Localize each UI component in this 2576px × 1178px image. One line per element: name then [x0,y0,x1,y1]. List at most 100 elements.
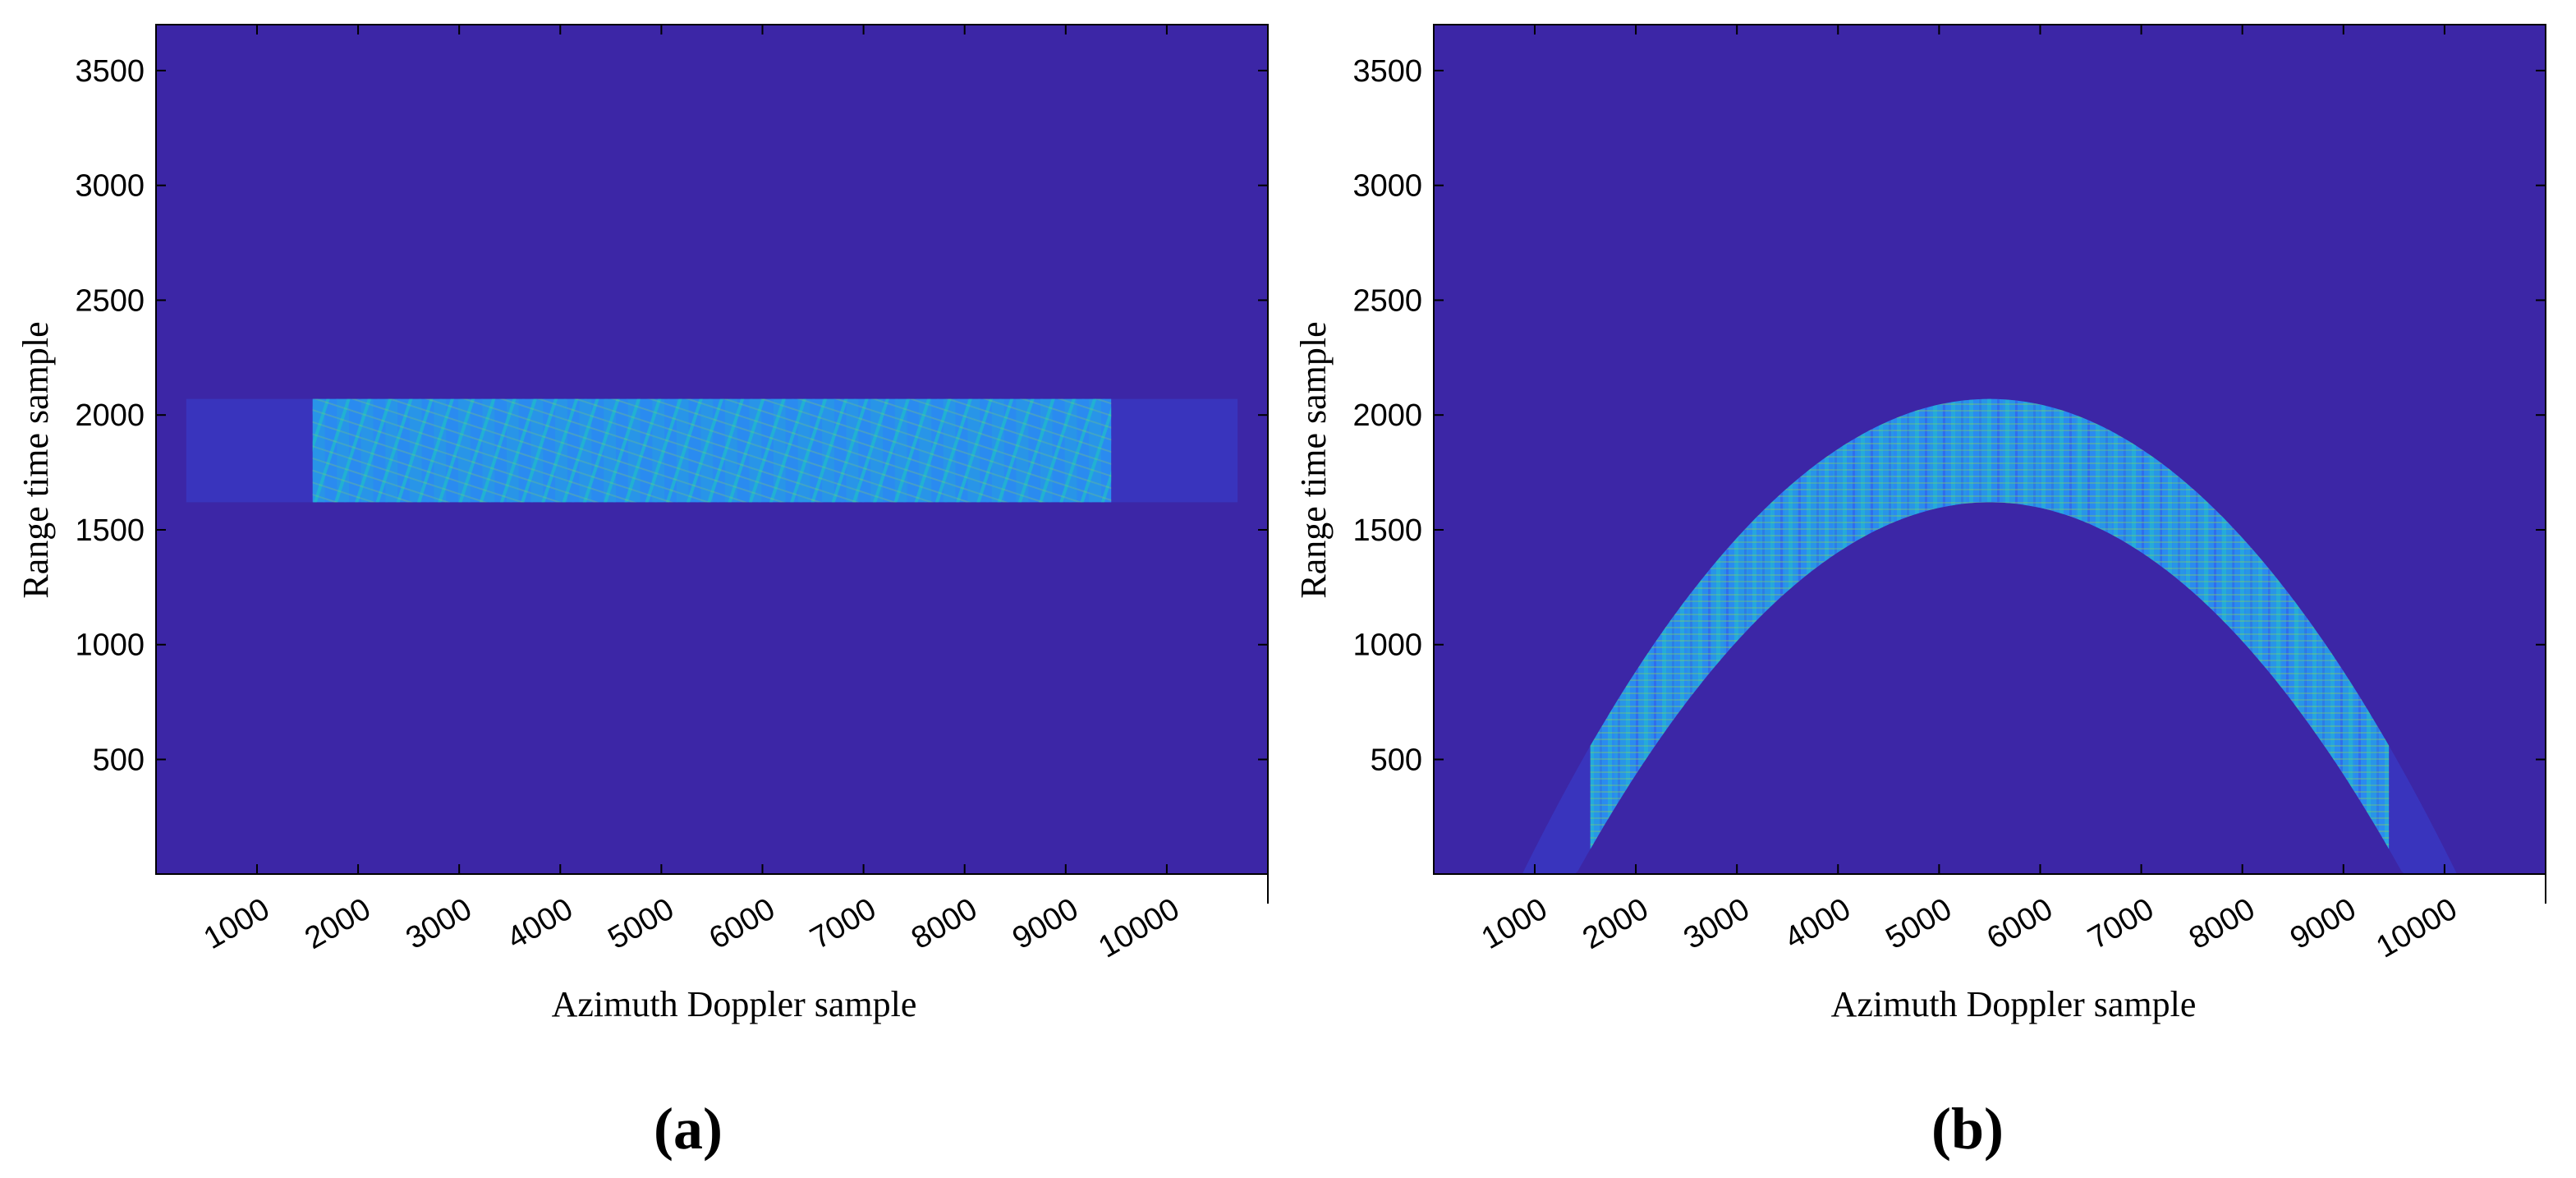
band-column-b [2245,541,2258,659]
y-tick-label: 1000 [1352,628,1422,663]
band-column-b [2027,402,2040,508]
x-axis-label-a: Azimuth Doppler sample [552,984,917,1024]
x-tick-label: 7000 [805,891,882,956]
x-tick-label: 8000 [2183,891,2261,956]
x-tick-label: 2000 [299,891,376,956]
band-fade-left-a [186,398,313,503]
band-column-b [1711,552,1724,671]
band-column-b [2124,438,2137,550]
band-column-a [967,398,980,503]
band-column-a [991,398,1004,503]
band-column-a [434,398,447,503]
band-fade-right-a [1111,398,1238,503]
band-column-a [724,398,737,503]
x-tick-label: 1000 [1476,891,1553,956]
x-tick-label: 10000 [2371,891,2464,964]
band-column-a [337,398,349,503]
y-tick-label: 3000 [75,169,145,204]
band-column-b [1590,725,1603,849]
band-column-b [2367,708,2379,832]
band-column-a [312,398,325,503]
band-column-b [2100,425,2112,535]
band-column-a [676,398,689,503]
band-column-a [555,398,567,503]
x-tick-label: 3000 [1678,891,1755,956]
band-column-a [409,398,422,503]
band-column-b [2172,472,2185,586]
x-tick-label: 7000 [2082,891,2160,956]
band-column-a [507,398,519,503]
y-tick-label: 3500 [75,54,145,89]
axes-frame-b [1433,24,2546,904]
band-column-b [1663,614,1676,734]
band-column-b [1687,582,1700,702]
band-texture-a [312,398,1112,503]
band-fade-left-b [1463,745,1591,874]
band-column-b [1808,461,1821,574]
x-tick-label: 10000 [1093,891,1186,964]
band-column-a [385,398,398,503]
band-column-b [1760,501,1773,617]
x-tick-label: 1000 [198,891,275,956]
x-tick-label: 9000 [2284,891,2362,956]
panel-label-b: (b) [1931,1096,2004,1162]
band-column-a [774,398,786,503]
x-tick-label: 2000 [1577,891,1654,956]
x-tick-label: 8000 [906,891,983,956]
band-column-a [919,398,932,503]
band-column-b [1905,410,1918,518]
band-column-a [458,398,471,503]
band-column-a [604,398,616,503]
y-tick-label: 2000 [1352,398,1422,433]
x-tick-label: 4000 [1779,891,1857,956]
band-column-a [579,398,592,503]
band-column-a [822,398,834,503]
band-column-b [1736,526,1748,642]
x-tick-label: 5000 [603,891,680,956]
band-column-b [2269,569,2282,688]
y-tick-label: 1000 [75,628,145,663]
y-tick-label: 3000 [1352,169,1422,204]
x-axis-label-b: Azimuth Doppler sample [1831,984,2197,1024]
band-column-a [943,398,956,503]
x-tick-label: 9000 [1007,891,1084,956]
signal-band-a [186,398,1238,503]
axes-box-b [1433,24,2546,875]
band-column-b [1833,444,1845,556]
y-tick-label: 3500 [1352,54,1422,89]
band-column-a [870,398,883,503]
band-column-a [652,398,665,503]
x-tick-label: 6000 [704,891,781,956]
band-column-b [2342,670,2355,793]
y-ticks-a: 500 1000 1500 2000 2500 3000 3500 [75,54,1268,778]
band-column-b [2051,407,2064,514]
band-fade-right-b [2389,745,2516,874]
x-tick-label: 4000 [502,891,579,956]
y-tick-label: 1500 [1352,513,1422,548]
band-column-b [1614,685,1627,808]
signal-band-b [1463,398,2516,874]
axes-box-a [155,24,1269,875]
band-column-b [2148,453,2160,566]
band-column-a [1016,398,1029,503]
band-column-b [1930,403,1943,510]
band-column-a [627,398,641,503]
band-column-b [1954,400,1967,505]
panel-label-a: (a) [654,1096,723,1162]
band-column-b [1881,419,1894,528]
y-axis-label-b: Range time sample [1293,321,1334,598]
band-column-a [530,398,544,503]
panel-b: 500 1000 1500 2000 2500 3000 3500 1000 2000 3000… [1293,24,2546,1162]
band-column-a [700,398,714,503]
band-column-b [2075,415,2088,523]
band-column-a [360,398,374,503]
axes-frame-a [155,24,1269,904]
band-column-b [2220,515,2234,632]
band-column-b [1978,398,1991,503]
y-tick-label: 2500 [75,283,145,318]
band-column-b [1857,430,1870,541]
x-tick-label: 6000 [1981,891,2059,956]
x-tick-label: 3000 [400,891,477,956]
band-column-a [482,398,495,503]
